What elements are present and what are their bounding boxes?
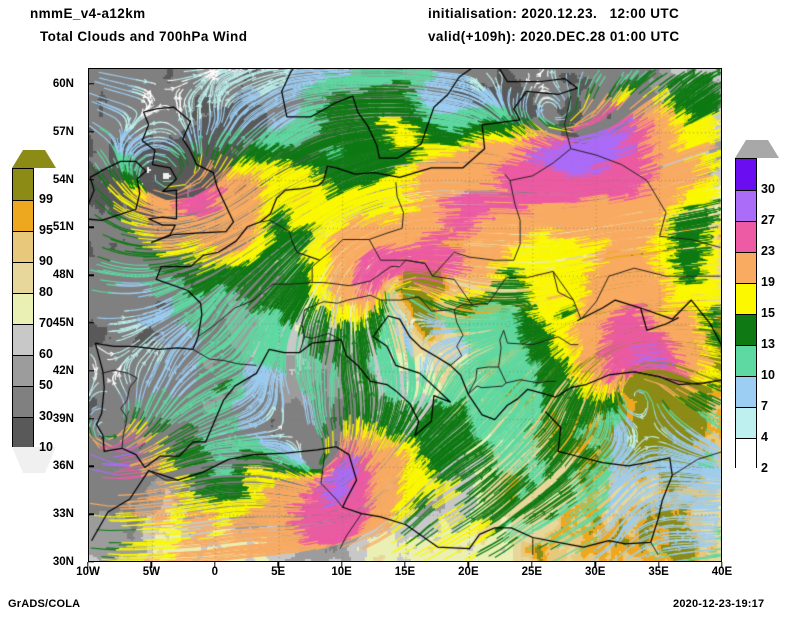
- lon-tick-label: 40E: [711, 566, 733, 578]
- lat-tick-label: 36N: [52, 460, 74, 473]
- lon-tick-label: 10E: [331, 566, 352, 578]
- lat-tick-label: 60N: [52, 77, 74, 90]
- lat-tick-mark: [88, 370, 94, 372]
- colorbar-swatch: [13, 355, 33, 386]
- colorbar-swatch: [736, 252, 756, 283]
- lat-tick-mark: [88, 465, 94, 468]
- field-description: Total Clouds and 700hPa Wind: [40, 29, 248, 44]
- map-plot-area[interactable]: [88, 68, 722, 562]
- lon-tick-label: 25E: [521, 566, 543, 578]
- lon-tick-mark: [150, 562, 153, 568]
- lon-tick-label: 30E: [584, 566, 606, 578]
- colorbar-tick-label: 15: [761, 306, 775, 320]
- lat-tick-mark: [88, 561, 94, 563]
- initialisation-time: initialisation: 2020.12.23. 12:00 UTC: [428, 6, 680, 21]
- producer-label: GrADS/COLA: [8, 598, 81, 610]
- colorbar-swatch: [13, 293, 33, 324]
- colorbar-body: [12, 168, 34, 448]
- lon-tick-label: 15E: [394, 566, 416, 578]
- lat-tick-label: 39N: [52, 412, 74, 425]
- lat-tick-mark: [88, 178, 94, 181]
- lat-tick-label: 42N: [52, 364, 74, 377]
- colorbar-tick-label: 70: [39, 316, 53, 330]
- lat-tick-mark: [88, 83, 94, 85]
- colorbar-tick-label: 7: [761, 399, 768, 413]
- colorbar-swatch: [13, 262, 33, 293]
- lat-tick-label: 57N: [52, 125, 74, 138]
- colorbar-swatch: [13, 417, 33, 448]
- colorbar-swatch: [736, 190, 756, 221]
- colorbar-swatch: [736, 407, 756, 438]
- colorbar-swatch: [13, 324, 33, 355]
- colorbar-cap-top: [12, 150, 56, 168]
- colorbar-tick-label: 30: [761, 182, 775, 196]
- lat-tick-label: 45N: [52, 316, 74, 329]
- colorbar-cap-top: [735, 140, 779, 158]
- lon-tick-label: 5W: [142, 566, 161, 578]
- colorbar-swatch: [13, 200, 33, 231]
- lat-tick-mark: [88, 513, 94, 515]
- lon-tick-mark: [87, 562, 89, 568]
- colorbar-tick-label: 99: [39, 192, 53, 206]
- lon-tick-label: 20E: [458, 566, 479, 578]
- colorbar-cap-bottom: [735, 468, 779, 494]
- colorbar-tick-label: 23: [761, 244, 775, 258]
- colorbar-tick-label: 30: [39, 409, 53, 423]
- lat-tick-mark: [88, 274, 94, 276]
- lon-tick-mark: [277, 562, 279, 568]
- colorbar-tick-label: 10: [39, 440, 53, 454]
- lat-tick-mark: [88, 131, 94, 133]
- weather-map-canvas: [89, 69, 721, 561]
- colorbar-tick-label: 80: [39, 285, 53, 299]
- lon-tick-label: 10W: [76, 566, 100, 578]
- colorbar-tick-label: 2: [761, 461, 768, 475]
- lat-tick-label: 51N: [52, 221, 74, 234]
- render-timestamp: 2020-12-23-19:17: [673, 598, 765, 610]
- colorbar-tick-label: 95: [39, 223, 53, 237]
- colorbar-swatch: [736, 438, 756, 469]
- lon-tick-mark: [404, 562, 406, 568]
- lon-tick-mark: [214, 562, 216, 568]
- lon-tick-mark: [531, 562, 533, 568]
- colorbar-swatch: [736, 376, 756, 407]
- colorbar-cap-bottom: [12, 447, 56, 473]
- colorbar-tick-label: 60: [39, 347, 53, 361]
- colorbar-tick-label: 27: [761, 213, 775, 227]
- colorbar-swatch: [13, 386, 33, 417]
- lon-tick-label: 35E: [648, 566, 669, 578]
- colorbar-swatch: [13, 169, 33, 200]
- lat-tick-label: 48N: [52, 269, 74, 282]
- colorbar-tick-label: 4: [761, 430, 768, 444]
- colorbar-tick-label: 13: [761, 337, 775, 351]
- colorbar-tick-label: 19: [761, 275, 775, 289]
- lon-tick-label: 5E: [271, 566, 286, 578]
- colorbar-tick-label: 90: [39, 254, 53, 268]
- lat-tick-mark: [88, 417, 94, 420]
- lat-tick-label: 33N: [52, 508, 74, 521]
- valid-time: valid(+109h): 2020.DEC.28 01:00 UTC: [428, 29, 680, 44]
- colorbar-swatch: [736, 159, 756, 190]
- colorbar-tick-label: 10: [761, 368, 775, 382]
- colorbar-swatch: [736, 283, 756, 314]
- lat-tick-mark: [88, 226, 94, 229]
- colorbar-swatch: [13, 231, 33, 262]
- colorbar-swatch: [736, 345, 756, 376]
- lat-tick-label: 30N: [52, 556, 74, 568]
- lon-tick-mark: [721, 562, 723, 568]
- colorbar-tick-label: 50: [39, 378, 53, 392]
- colorbar-body: [735, 158, 757, 469]
- lon-tick-mark: [467, 562, 470, 568]
- model-name: nmmE_v4-a12km: [30, 6, 146, 21]
- colorbar-swatch: [736, 314, 756, 345]
- lon-tick-mark: [594, 562, 596, 568]
- lon-tick-mark: [340, 562, 343, 568]
- lat-tick-mark: [88, 322, 94, 324]
- lon-tick-mark: [657, 562, 660, 568]
- lat-tick-label: 54N: [52, 173, 74, 186]
- colorbar-swatch: [736, 221, 756, 252]
- lon-tick-label: 0: [211, 566, 218, 578]
